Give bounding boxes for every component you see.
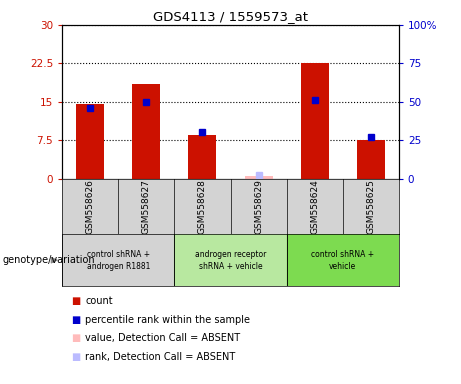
Bar — [76, 104, 104, 179]
Text: GSM558625: GSM558625 — [366, 179, 375, 234]
Text: GSM558628: GSM558628 — [198, 179, 207, 234]
Text: GDS4113 / 1559573_at: GDS4113 / 1559573_at — [153, 10, 308, 23]
Text: GSM558624: GSM558624 — [310, 179, 319, 234]
Bar — [189, 135, 217, 179]
Text: GSM558627: GSM558627 — [142, 179, 151, 234]
Bar — [357, 140, 385, 179]
Text: control shRNA +
vehicle: control shRNA + vehicle — [311, 250, 374, 271]
Bar — [62, 234, 174, 286]
Bar — [301, 63, 329, 179]
Text: ■: ■ — [71, 352, 81, 362]
Text: rank, Detection Call = ABSENT: rank, Detection Call = ABSENT — [85, 352, 236, 362]
Bar — [287, 234, 399, 286]
Bar — [174, 234, 287, 286]
Bar — [244, 176, 272, 179]
Text: GSM558629: GSM558629 — [254, 179, 263, 234]
Text: genotype/variation: genotype/variation — [2, 255, 95, 265]
Bar — [132, 84, 160, 179]
Text: ■: ■ — [71, 315, 81, 325]
Text: ■: ■ — [71, 296, 81, 306]
FancyArrowPatch shape — [51, 257, 57, 263]
Text: percentile rank within the sample: percentile rank within the sample — [85, 315, 250, 325]
Text: value, Detection Call = ABSENT: value, Detection Call = ABSENT — [85, 333, 240, 343]
Text: control shRNA +
androgen R1881: control shRNA + androgen R1881 — [87, 250, 150, 271]
Text: ■: ■ — [71, 333, 81, 343]
Text: GSM558626: GSM558626 — [86, 179, 95, 234]
Text: androgen receptor
shRNA + vehicle: androgen receptor shRNA + vehicle — [195, 250, 266, 271]
Text: count: count — [85, 296, 113, 306]
